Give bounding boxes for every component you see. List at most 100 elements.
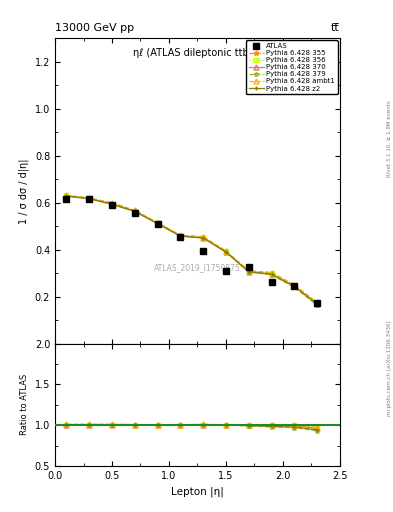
Pythia 6.428 370 bbox=[64, 193, 69, 199]
Pythia 6.428 ambt1 bbox=[269, 269, 274, 275]
Pythia 6.428 356 bbox=[178, 232, 183, 239]
Pythia 6.428 ambt1 bbox=[178, 232, 183, 238]
Pythia 6.428 z2 bbox=[155, 221, 160, 227]
ATLAS bbox=[110, 202, 114, 208]
ATLAS bbox=[201, 248, 206, 254]
Pythia 6.428 356 bbox=[132, 207, 137, 214]
Pythia 6.428 379 bbox=[155, 220, 160, 226]
Line: Pythia 6.428 355: Pythia 6.428 355 bbox=[64, 193, 320, 305]
Line: ATLAS: ATLAS bbox=[63, 196, 320, 306]
Pythia 6.428 z2 bbox=[224, 249, 228, 255]
Pythia 6.428 356 bbox=[87, 195, 92, 201]
Pythia 6.428 370 bbox=[246, 269, 251, 275]
Y-axis label: Ratio to ATLAS: Ratio to ATLAS bbox=[20, 374, 29, 436]
Pythia 6.428 356 bbox=[64, 192, 69, 198]
Pythia 6.428 355 bbox=[224, 248, 228, 254]
Pythia 6.428 z2 bbox=[64, 193, 69, 199]
Line: Pythia 6.428 370: Pythia 6.428 370 bbox=[64, 194, 320, 306]
Pythia 6.428 379 bbox=[87, 195, 92, 201]
Text: tt̅: tt̅ bbox=[331, 23, 340, 33]
Pythia 6.428 356 bbox=[315, 301, 320, 307]
Pythia 6.428 ambt1 bbox=[246, 268, 251, 274]
Legend: ATLAS, Pythia 6.428 355, Pythia 6.428 356, Pythia 6.428 370, Pythia 6.428 379, P: ATLAS, Pythia 6.428 355, Pythia 6.428 35… bbox=[246, 40, 338, 94]
Pythia 6.428 z2 bbox=[201, 235, 206, 241]
Pythia 6.428 379 bbox=[178, 232, 183, 239]
Pythia 6.428 ambt1 bbox=[315, 300, 320, 306]
Pythia 6.428 355 bbox=[155, 220, 160, 226]
Line: Pythia 6.428 356: Pythia 6.428 356 bbox=[64, 193, 320, 306]
Pythia 6.428 355 bbox=[110, 200, 114, 206]
Pythia 6.428 356 bbox=[155, 220, 160, 226]
Pythia 6.428 370 bbox=[269, 271, 274, 277]
ATLAS bbox=[178, 234, 183, 240]
Pythia 6.428 379 bbox=[201, 234, 206, 241]
Pythia 6.428 355 bbox=[64, 192, 69, 198]
Pythia 6.428 355 bbox=[292, 282, 297, 288]
ATLAS bbox=[292, 283, 297, 289]
Pythia 6.428 ambt1 bbox=[201, 234, 206, 240]
Text: 13000 GeV pp: 13000 GeV pp bbox=[55, 23, 134, 33]
ATLAS bbox=[155, 221, 160, 227]
Line: Pythia 6.428 ambt1: Pythia 6.428 ambt1 bbox=[64, 193, 320, 305]
Pythia 6.428 355 bbox=[178, 232, 183, 238]
Pythia 6.428 ambt1 bbox=[132, 207, 137, 214]
Pythia 6.428 379 bbox=[315, 302, 320, 308]
Pythia 6.428 355 bbox=[201, 234, 206, 240]
Line: Pythia 6.428 z2: Pythia 6.428 z2 bbox=[64, 194, 320, 307]
Pythia 6.428 z2 bbox=[178, 233, 183, 239]
Pythia 6.428 355 bbox=[132, 207, 137, 214]
Text: ηℓ (ATLAS dileptonic ttbar): ηℓ (ATLAS dileptonic ttbar) bbox=[133, 48, 262, 57]
Pythia 6.428 ambt1 bbox=[110, 200, 114, 206]
Pythia 6.428 355 bbox=[246, 268, 251, 274]
Pythia 6.428 355 bbox=[269, 269, 274, 275]
Text: ATLAS_2019_I1759875: ATLAS_2019_I1759875 bbox=[154, 263, 241, 272]
ATLAS bbox=[132, 210, 137, 217]
Pythia 6.428 356 bbox=[292, 283, 297, 289]
ATLAS bbox=[315, 300, 320, 306]
X-axis label: Lepton |η|: Lepton |η| bbox=[171, 486, 224, 497]
Line: Pythia 6.428 379: Pythia 6.428 379 bbox=[64, 194, 320, 307]
Pythia 6.428 379 bbox=[292, 284, 297, 290]
Pythia 6.428 z2 bbox=[269, 271, 274, 278]
Pythia 6.428 355 bbox=[87, 195, 92, 201]
Pythia 6.428 ambt1 bbox=[292, 282, 297, 288]
Pythia 6.428 370 bbox=[155, 221, 160, 227]
Text: mcplots.cern.ch [arXiv:1306.3436]: mcplots.cern.ch [arXiv:1306.3436] bbox=[387, 321, 392, 416]
Pythia 6.428 ambt1 bbox=[224, 248, 228, 254]
Pythia 6.428 356 bbox=[269, 270, 274, 276]
Pythia 6.428 370 bbox=[315, 301, 320, 307]
Pythia 6.428 355 bbox=[315, 300, 320, 306]
Pythia 6.428 z2 bbox=[292, 283, 297, 289]
Pythia 6.428 356 bbox=[224, 248, 228, 254]
Pythia 6.428 370 bbox=[132, 208, 137, 215]
Pythia 6.428 z2 bbox=[246, 269, 251, 275]
Pythia 6.428 379 bbox=[64, 193, 69, 199]
Pythia 6.428 z2 bbox=[315, 301, 320, 307]
Pythia 6.428 ambt1 bbox=[155, 220, 160, 226]
Pythia 6.428 379 bbox=[132, 208, 137, 214]
Pythia 6.428 379 bbox=[110, 201, 114, 207]
Pythia 6.428 370 bbox=[292, 283, 297, 289]
Text: Rivet 3.1.10, ≥ 1.9M events: Rivet 3.1.10, ≥ 1.9M events bbox=[387, 100, 392, 177]
Pythia 6.428 356 bbox=[110, 201, 114, 207]
ATLAS bbox=[269, 279, 274, 285]
Pythia 6.428 z2 bbox=[132, 208, 137, 215]
Y-axis label: 1 / σ dσ / d|η|: 1 / σ dσ / d|η| bbox=[19, 158, 29, 224]
Pythia 6.428 ambt1 bbox=[64, 192, 69, 198]
Pythia 6.428 356 bbox=[246, 268, 251, 274]
Pythia 6.428 356 bbox=[201, 234, 206, 241]
Pythia 6.428 ambt1 bbox=[87, 195, 92, 201]
Pythia 6.428 z2 bbox=[110, 201, 114, 207]
Pythia 6.428 z2 bbox=[87, 196, 92, 202]
Pythia 6.428 379 bbox=[269, 272, 274, 278]
ATLAS bbox=[224, 268, 228, 274]
Pythia 6.428 379 bbox=[224, 249, 228, 255]
Pythia 6.428 370 bbox=[201, 235, 206, 241]
Pythia 6.428 370 bbox=[87, 196, 92, 202]
Pythia 6.428 379 bbox=[246, 269, 251, 275]
ATLAS bbox=[64, 196, 69, 202]
Pythia 6.428 370 bbox=[178, 233, 183, 239]
ATLAS bbox=[87, 196, 92, 202]
Pythia 6.428 370 bbox=[224, 249, 228, 255]
ATLAS bbox=[246, 264, 251, 270]
